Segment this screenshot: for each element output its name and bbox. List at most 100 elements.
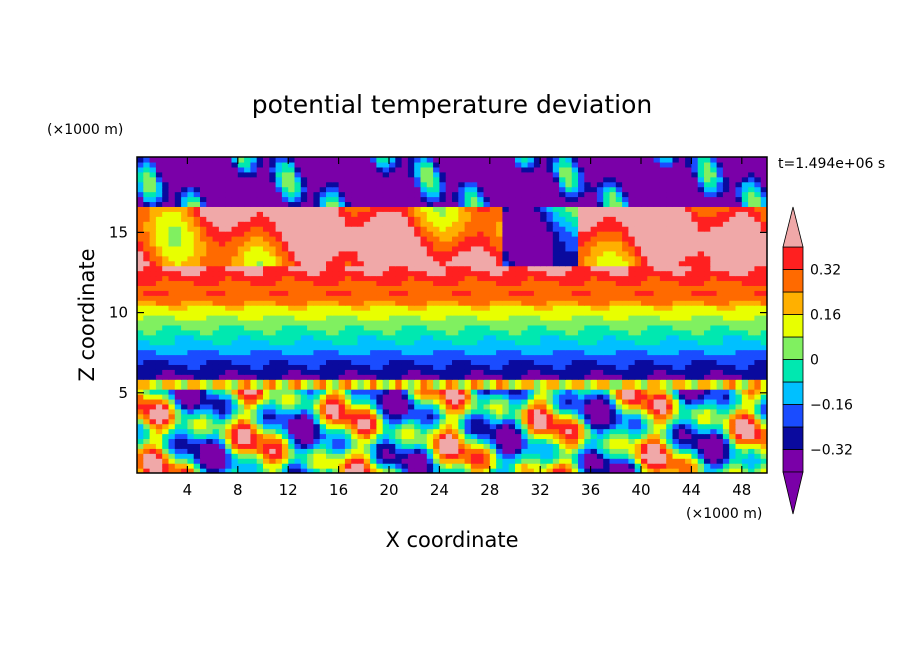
heatmap-cell <box>470 231 478 237</box>
heatmap-cell <box>401 403 409 410</box>
heatmap-cell <box>596 389 604 395</box>
heatmap-cell <box>489 413 497 420</box>
heatmap-cell <box>596 364 604 370</box>
heatmap-cell <box>521 458 529 464</box>
heatmap-cell <box>641 458 648 464</box>
heatmap-cell <box>382 250 390 257</box>
heatmap-cell <box>263 453 270 459</box>
heatmap-cell <box>433 290 440 296</box>
heatmap-cell <box>275 413 283 420</box>
heatmap-cell <box>181 428 188 435</box>
heatmap-cell <box>351 398 359 405</box>
heatmap-cell <box>218 374 226 380</box>
heatmap-cell <box>187 334 195 341</box>
heatmap-cell <box>344 250 352 257</box>
heatmap-cell <box>162 285 170 291</box>
heatmap-cell <box>483 448 491 454</box>
heatmap-cell <box>426 458 434 464</box>
heatmap-cell <box>445 319 453 326</box>
heatmap-cell <box>231 423 239 430</box>
heatmap-cell <box>533 389 541 395</box>
heatmap-cell <box>351 374 359 380</box>
heatmap-cell <box>521 379 529 385</box>
heatmap-cell <box>168 354 176 361</box>
heatmap-cell <box>452 305 459 311</box>
heatmap-cell <box>729 270 737 277</box>
heatmap-cell <box>489 374 497 380</box>
heatmap-cell <box>294 438 302 444</box>
heatmap-cell <box>672 398 680 405</box>
heatmap-cell <box>609 329 617 336</box>
heatmap-cell <box>741 369 749 375</box>
heatmap-cell <box>685 428 692 435</box>
heatmap-cell <box>326 354 333 361</box>
heatmap-cell <box>281 403 289 410</box>
heatmap-cell <box>143 418 151 425</box>
heatmap-cell <box>628 265 636 272</box>
heatmap-cell <box>439 344 447 351</box>
heatmap-cell <box>628 270 636 277</box>
heatmap-cell <box>521 285 529 291</box>
heatmap-cell <box>433 389 440 395</box>
heatmap-cell <box>300 285 308 291</box>
heatmap-cell <box>609 463 617 469</box>
heatmap-cell <box>414 359 422 365</box>
heatmap-cell <box>250 408 258 415</box>
heatmap-cell <box>401 463 409 469</box>
heatmap-cell <box>288 389 296 395</box>
heatmap-cell <box>168 389 176 395</box>
heatmap-cell <box>735 231 743 237</box>
heatmap-cell <box>754 231 762 237</box>
heatmap-cell <box>344 403 352 410</box>
heatmap-cell <box>137 300 144 306</box>
heatmap-cell <box>363 245 371 252</box>
heatmap-cell <box>489 319 497 326</box>
heatmap-cell <box>256 290 264 296</box>
heatmap-cell <box>338 359 346 365</box>
heatmap-cell <box>533 359 541 365</box>
heatmap-cell <box>716 398 724 405</box>
heatmap-cell <box>565 334 573 341</box>
heatmap-cell <box>596 226 604 232</box>
heatmap-cell <box>212 250 220 257</box>
heatmap-cell <box>716 275 724 282</box>
heatmap-cell <box>483 369 491 375</box>
heatmap-cell <box>313 319 321 326</box>
heatmap-cell <box>489 245 497 252</box>
heatmap-cell <box>533 275 541 282</box>
heatmap-cell <box>137 270 144 277</box>
heatmap-cell <box>401 458 409 464</box>
heatmap-cell <box>174 339 182 346</box>
heatmap-cell <box>319 315 327 321</box>
heatmap-cell <box>754 270 762 277</box>
heatmap-cell <box>263 295 270 301</box>
heatmap-cell <box>729 349 737 356</box>
heatmap-cell <box>615 359 623 365</box>
heatmap-cell <box>332 354 340 361</box>
heatmap-cell <box>155 413 163 420</box>
heatmap-cell <box>716 315 724 321</box>
heatmap-cell <box>704 428 711 435</box>
heatmap-cell <box>200 329 207 336</box>
heatmap-cell <box>300 384 308 390</box>
heatmap-cell <box>439 398 447 405</box>
heatmap-cell <box>590 379 598 385</box>
heatmap-cell <box>603 275 611 282</box>
heatmap-cell <box>187 389 195 395</box>
heatmap-cell <box>647 334 655 341</box>
heatmap-cell <box>149 245 157 252</box>
heatmap-cell <box>458 359 466 365</box>
heatmap-cell <box>508 468 516 473</box>
heatmap-cell <box>307 334 314 341</box>
heatmap-cell <box>760 270 767 277</box>
heatmap-cell <box>294 290 302 296</box>
heatmap-cell <box>155 265 163 272</box>
heatmap-cell <box>552 433 560 440</box>
heatmap-cell <box>748 275 755 282</box>
heatmap-cell <box>162 413 170 420</box>
heatmap-cell <box>704 448 711 454</box>
heatmap-cell <box>508 315 516 321</box>
heatmap-cell <box>263 339 270 346</box>
heatmap-cell <box>395 413 403 420</box>
heatmap-cell <box>470 448 478 454</box>
